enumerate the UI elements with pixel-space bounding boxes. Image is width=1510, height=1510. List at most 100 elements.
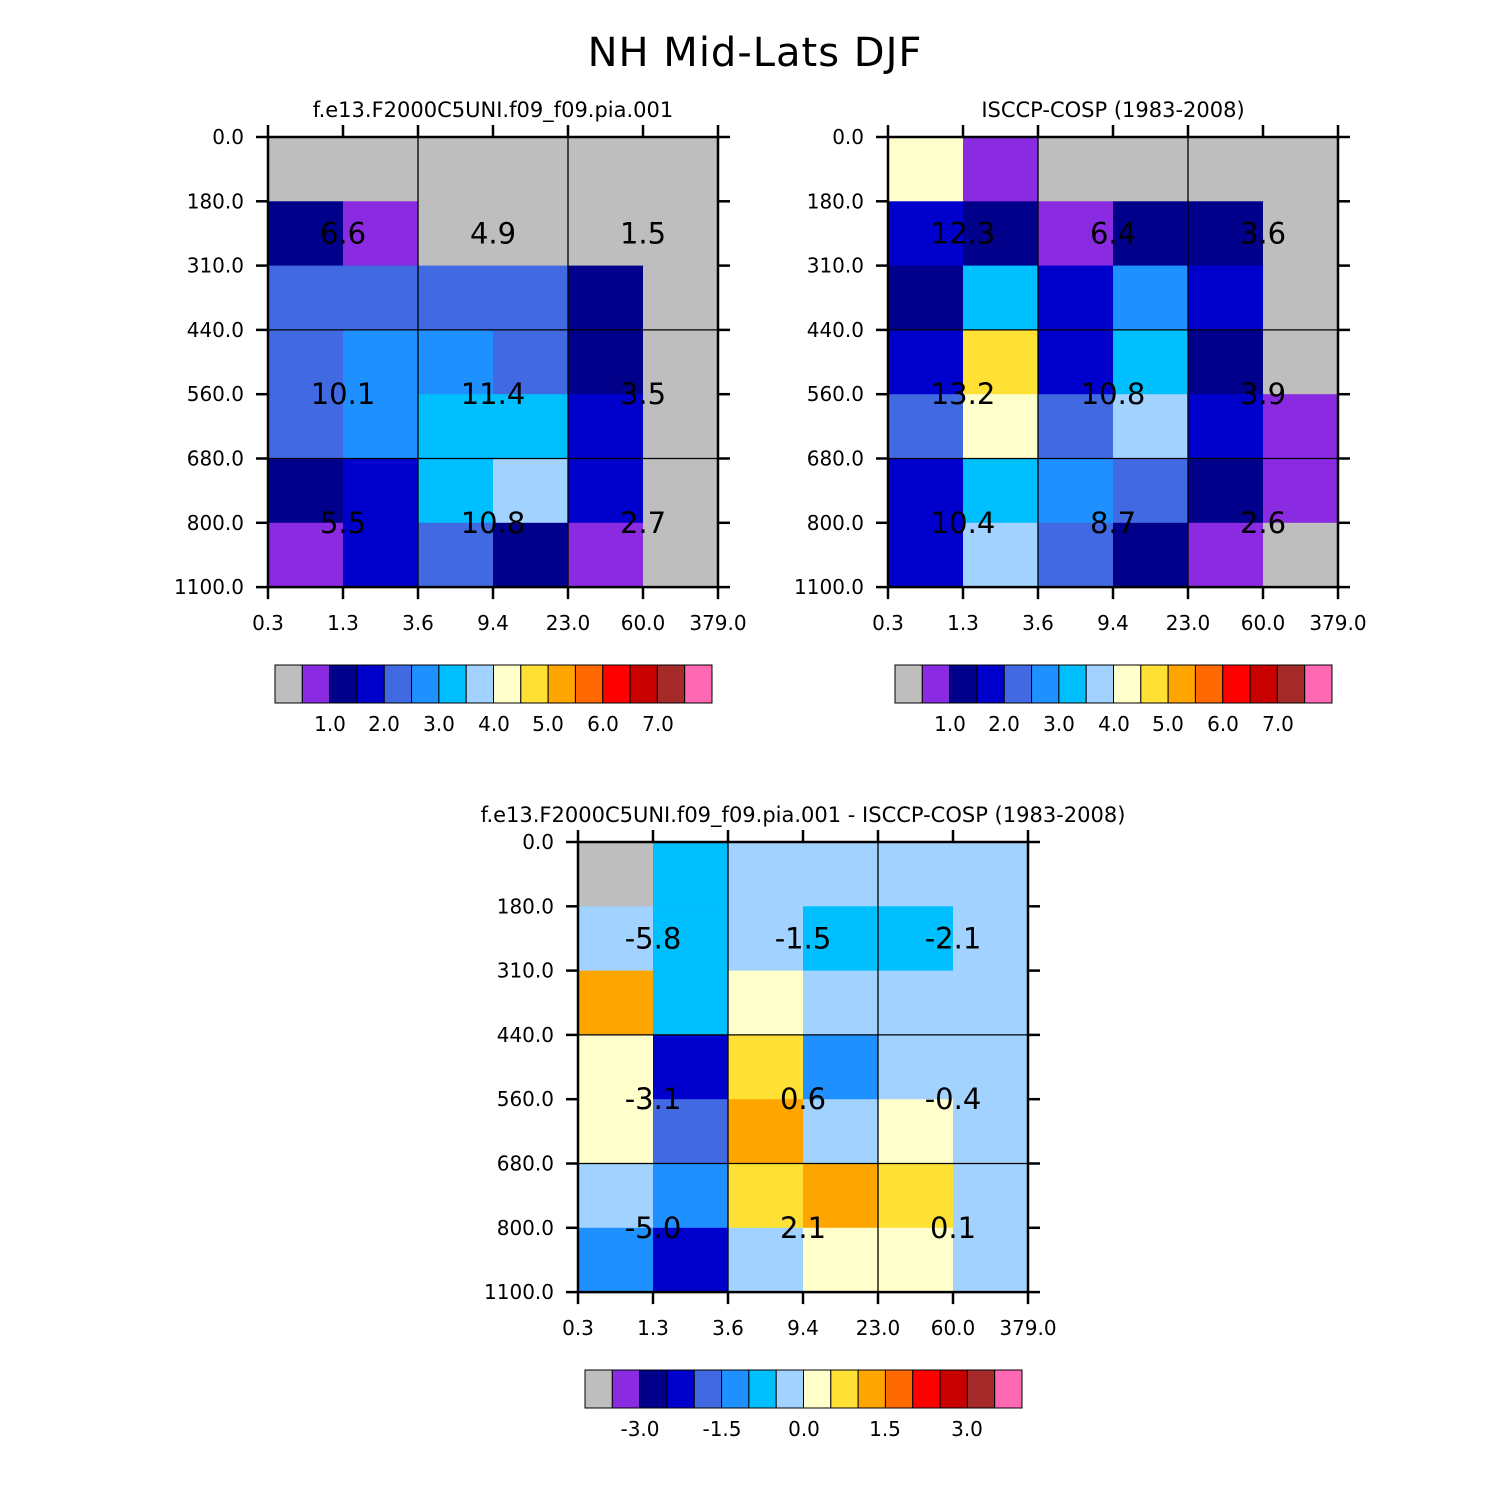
heatmap-cell [1038, 265, 1114, 331]
colorbar-swatch [584, 1369, 613, 1409]
box-value-label: 10.8 [1081, 377, 1146, 411]
box-value-label: 11.4 [461, 377, 526, 411]
heatmap-cell [803, 906, 879, 972]
box-value-label: 6.6 [320, 216, 366, 250]
y-tick-label: 560.0 [497, 1087, 554, 1111]
colorbar-swatch [1194, 664, 1224, 704]
heatmap-cell [578, 1163, 654, 1229]
colorbar-swatch [329, 664, 358, 704]
colorbar-swatch [383, 664, 413, 704]
heatmap-cell [268, 265, 344, 331]
y-tick-label: 180.0 [497, 894, 554, 918]
colorbar-label: 6.0 [1207, 712, 1239, 736]
x-tick-label: 23.0 [546, 611, 591, 635]
y-tick-label: 560.0 [187, 382, 244, 406]
heatmap-cell [963, 137, 1039, 202]
box-value-label: -3.1 [625, 1082, 682, 1116]
x-tick-label: 9.4 [1097, 611, 1129, 635]
heatmap-cell [578, 842, 654, 907]
x-tick-label: 379.0 [1309, 611, 1366, 635]
heatmap-cell [803, 1227, 879, 1293]
heatmap-cell [1263, 522, 1339, 588]
box-value-label: 3.5 [620, 377, 666, 411]
y-tick-label: 0.0 [832, 125, 864, 149]
heatmap-cell [418, 394, 494, 460]
box-value-label: 13.2 [931, 377, 996, 411]
y-tick-label: 1100.0 [794, 575, 864, 599]
heatmap-cell [343, 265, 419, 331]
colorbar-swatch [857, 1369, 886, 1409]
box-value-label: 3.9 [1240, 377, 1286, 411]
heatmap-cell [653, 970, 729, 1036]
heatmap-cell [643, 329, 719, 395]
heatmap-cell [1038, 329, 1114, 395]
colorbar-label: 3.0 [951, 1417, 983, 1441]
heatmap-cell [888, 394, 964, 460]
box-value-label: 4.9 [470, 216, 516, 250]
heatmap-cell [343, 458, 419, 524]
colorbar-swatch [1222, 664, 1251, 704]
heatmap-cell [1113, 458, 1189, 524]
heatmap-cell [493, 394, 569, 460]
heatmap-cell [888, 137, 964, 202]
heatmap-cell [418, 265, 494, 331]
colorbar-swatch [1167, 664, 1196, 704]
colorbar-label: 7.0 [1262, 712, 1294, 736]
colorbar-swatch [356, 664, 385, 704]
heatmap-cell [493, 201, 569, 267]
heatmap-cell [268, 394, 344, 460]
heatmap-cell [568, 394, 644, 460]
heatmap-cell [1113, 265, 1189, 331]
x-tick-label: 60.0 [1241, 611, 1286, 635]
colorbar-swatch [894, 664, 923, 704]
colorbar-swatch [656, 664, 686, 704]
colorbar-swatch [1113, 664, 1142, 704]
colorbar-label: 2.0 [988, 712, 1020, 736]
heatmap-cell [803, 1034, 879, 1100]
heatmap-cell [493, 522, 569, 588]
y-tick-label: 800.0 [497, 1216, 554, 1240]
colorbar-swatch [803, 1369, 832, 1409]
colorbar-swatch [547, 664, 576, 704]
colorbar-swatch [966, 1369, 996, 1409]
colorbar-swatch [1140, 664, 1169, 704]
colorbar-swatch [830, 1369, 859, 1409]
heatmap-cell [653, 842, 729, 907]
colorbar-swatch [775, 1369, 804, 1409]
colorbar-label: -3.0 [620, 1417, 659, 1441]
heatmap-cell [1038, 137, 1114, 202]
heatmap-cell [268, 522, 344, 588]
colorbar-swatch [629, 664, 658, 704]
y-tick-label: 310.0 [807, 254, 864, 278]
heatmap-cell [1188, 329, 1264, 395]
box-value-label: -1.5 [775, 921, 832, 955]
heatmap-cell [1263, 329, 1339, 395]
x-tick-label: 379.0 [999, 1316, 1056, 1340]
box-value-label: 10.1 [311, 377, 376, 411]
heatmap-cell [643, 458, 719, 524]
heatmap-cell [1188, 522, 1264, 588]
x-tick-label: 23.0 [856, 1316, 901, 1340]
x-tick-label: 23.0 [1166, 611, 1211, 635]
heatmap-cell [268, 137, 344, 202]
x-tick-label: 9.4 [477, 611, 509, 635]
heatmap-cell [1113, 394, 1189, 460]
y-tick-label: 680.0 [187, 447, 244, 471]
heatmap-cell [728, 1099, 804, 1165]
box-value-label: 2.6 [1240, 506, 1286, 540]
heatmap-cell [493, 458, 569, 524]
heatmap-cell [1038, 394, 1114, 460]
heatmap-cell [653, 1163, 729, 1229]
colorbar-swatch [520, 664, 549, 704]
x-tick-label: 1.3 [327, 611, 359, 635]
x-tick-label: 60.0 [621, 611, 666, 635]
colorbar-label: 3.0 [1043, 712, 1075, 736]
heatmap-cell [493, 137, 569, 202]
heatmap-cell [643, 394, 719, 460]
heatmap-cell [578, 1099, 654, 1165]
heatmap-cell [1263, 458, 1339, 524]
heatmap-cell [1113, 329, 1189, 395]
heatmap-cell [268, 458, 344, 524]
colorbar-swatch [1276, 664, 1306, 704]
heatmap-cell [1188, 458, 1264, 524]
